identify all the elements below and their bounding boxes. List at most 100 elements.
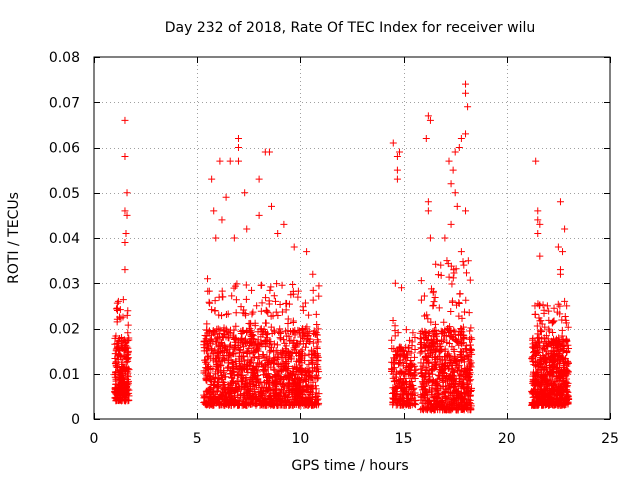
data-point <box>428 365 436 373</box>
data-point <box>402 343 410 351</box>
data-point <box>274 368 282 376</box>
data-point <box>466 335 474 343</box>
data-point <box>559 365 567 373</box>
data-point <box>231 282 239 290</box>
data-point <box>548 401 556 409</box>
data-point <box>121 266 129 274</box>
data-point <box>424 404 432 412</box>
data-point <box>295 327 303 335</box>
y-tick-label: 0.08 <box>49 50 80 66</box>
data-point <box>112 377 120 385</box>
data-point <box>251 385 259 393</box>
data-point <box>216 329 224 337</box>
data-point <box>262 365 270 373</box>
data-point <box>228 360 236 368</box>
data-point <box>533 322 541 330</box>
data-point <box>433 400 441 408</box>
data-point <box>534 229 542 237</box>
data-point <box>411 334 419 342</box>
data-point <box>118 343 126 351</box>
data-point <box>459 258 467 266</box>
data-point <box>439 366 447 374</box>
data-point <box>417 359 425 367</box>
data-point <box>267 283 275 291</box>
data-point <box>263 340 271 348</box>
data-point <box>122 364 130 372</box>
data-point <box>438 371 446 379</box>
data-point <box>231 342 239 350</box>
data-point <box>536 220 544 228</box>
data-point <box>242 339 250 347</box>
data-point <box>418 348 426 356</box>
data-point <box>544 396 552 404</box>
data-point <box>427 318 435 326</box>
data-point <box>266 348 274 356</box>
data-point <box>544 335 552 343</box>
data-point <box>447 220 455 228</box>
data-point <box>302 343 310 351</box>
data-point <box>217 368 225 376</box>
data-point <box>425 373 433 381</box>
data-point <box>246 375 254 383</box>
data-point <box>295 367 303 375</box>
data-point <box>254 336 262 344</box>
data-point <box>292 385 300 393</box>
data-point <box>287 355 295 363</box>
data-point <box>309 286 317 294</box>
data-point <box>216 157 224 165</box>
data-point <box>408 342 416 350</box>
data-point <box>537 360 545 368</box>
data-point <box>461 389 469 397</box>
data-point <box>465 380 473 388</box>
data-point <box>262 343 270 351</box>
data-point <box>282 306 290 314</box>
data-point <box>271 396 279 404</box>
data-point <box>462 207 470 215</box>
data-point <box>534 330 542 338</box>
data-point <box>272 347 280 355</box>
data-point <box>395 344 403 352</box>
data-point <box>276 325 284 333</box>
data-point <box>282 342 290 350</box>
data-point <box>257 325 265 333</box>
data-point <box>391 354 399 362</box>
data-point <box>119 370 127 378</box>
data-point <box>204 353 212 361</box>
data-point <box>226 342 234 350</box>
data-point <box>212 337 220 345</box>
data-point <box>447 333 455 341</box>
data-point <box>222 393 230 401</box>
data-point <box>285 362 293 370</box>
data-point <box>530 343 538 351</box>
data-point <box>397 369 405 377</box>
data-point <box>453 337 461 345</box>
data-point <box>258 299 266 307</box>
data-point <box>114 337 122 345</box>
data-point <box>389 139 397 147</box>
data-point <box>432 260 440 268</box>
data-point <box>312 385 320 393</box>
data-point <box>541 323 549 331</box>
data-point <box>289 281 297 289</box>
data-point <box>424 207 432 215</box>
data-point <box>208 345 216 353</box>
data-point <box>423 366 431 374</box>
data-point <box>464 390 472 398</box>
data-point <box>448 297 456 305</box>
data-point <box>298 370 306 378</box>
data-point <box>272 382 280 390</box>
data-point <box>232 322 240 330</box>
data-point <box>417 335 425 343</box>
data-point <box>249 308 257 316</box>
data-point <box>462 89 470 97</box>
data-point <box>554 243 562 251</box>
data-point <box>462 398 470 406</box>
data-point <box>283 374 291 382</box>
data-point <box>457 384 465 392</box>
data-point <box>431 294 439 302</box>
data-point <box>313 361 321 369</box>
data-point <box>284 315 292 323</box>
data-point <box>207 381 215 389</box>
y-tick-label: 0.05 <box>49 186 80 202</box>
data-point <box>297 386 305 394</box>
